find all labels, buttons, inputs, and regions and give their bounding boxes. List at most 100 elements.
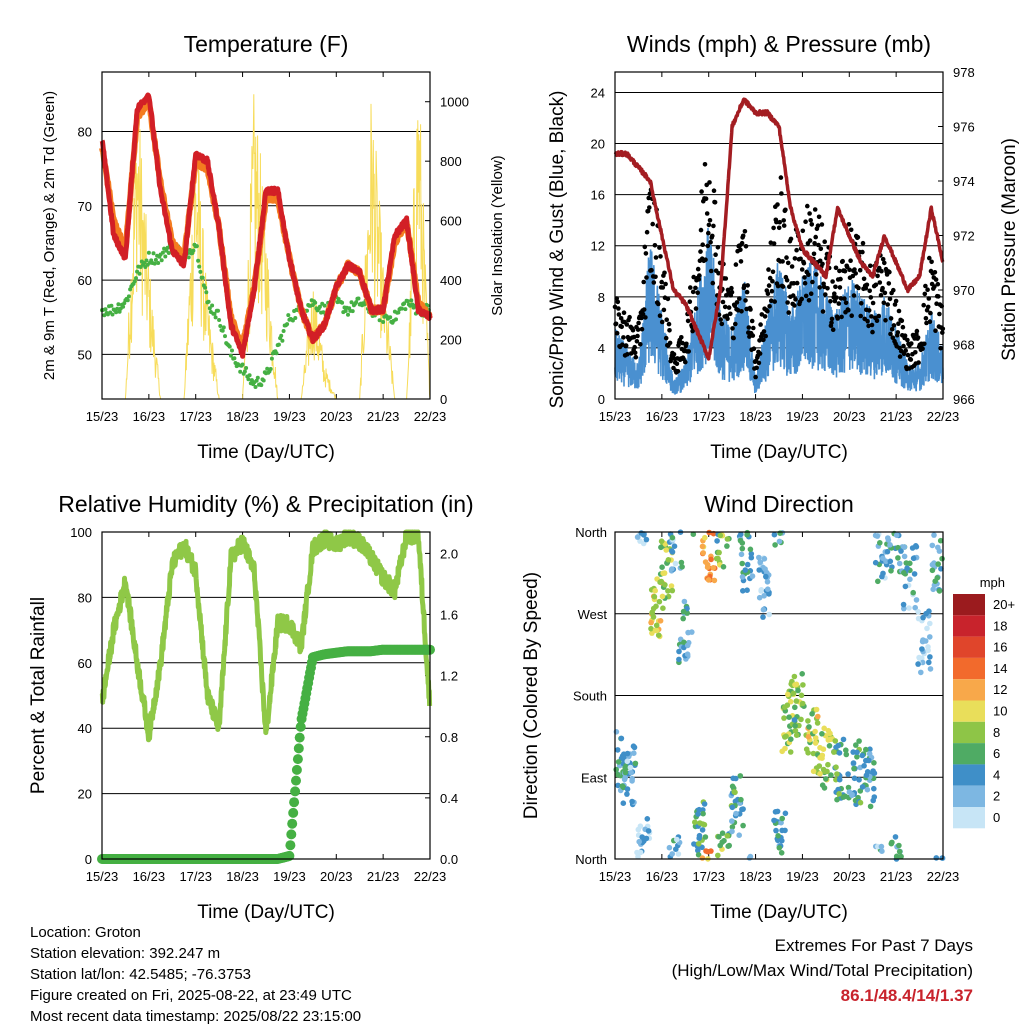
dewpoint-point <box>253 385 258 389</box>
gust-point <box>913 350 918 355</box>
direction-point <box>786 714 792 720</box>
direction-point <box>762 566 768 572</box>
gust-point <box>712 200 718 205</box>
gust-point <box>933 277 939 282</box>
gust-point <box>812 207 818 212</box>
direction-point <box>678 559 685 566</box>
direction-point <box>738 551 745 558</box>
direction-point <box>864 786 871 793</box>
dewpoint-point <box>409 298 414 303</box>
gust-point <box>663 281 668 287</box>
direction-point <box>648 619 654 626</box>
direction-point <box>662 582 668 588</box>
direction-point <box>732 789 738 796</box>
gust-point <box>751 325 756 331</box>
gust-point <box>642 244 648 250</box>
gust-point <box>887 269 892 275</box>
gust-point <box>929 259 934 265</box>
gust-point <box>801 260 807 266</box>
gust-point <box>870 300 876 306</box>
precipitation-point <box>287 818 298 829</box>
dewpoint-point <box>227 344 232 349</box>
gust-point <box>791 281 797 286</box>
dewpoint-point <box>290 318 295 323</box>
legend-swatch <box>953 721 985 744</box>
gust-point <box>740 233 746 239</box>
series-relative-humidity <box>99 529 433 743</box>
direction-point <box>702 559 709 565</box>
gust-point <box>775 283 781 289</box>
direction-point <box>896 560 903 567</box>
series-2m-temperature <box>99 92 433 359</box>
direction-point <box>739 545 746 552</box>
panel-title: Winds (mph) & Pressure (mb) <box>627 31 931 57</box>
direction-point <box>699 855 706 861</box>
direction-point <box>630 743 637 749</box>
gust-point <box>888 316 894 321</box>
panel-2: Relative Humidity (%) & Precipitation (i… <box>28 491 474 923</box>
series-precipitation <box>97 644 435 864</box>
y2-tick-label: 976 <box>953 120 975 135</box>
gust-point <box>616 306 621 311</box>
gust-point <box>766 267 771 272</box>
direction-point <box>740 806 746 812</box>
direction-point <box>821 725 827 732</box>
gust-point <box>750 333 756 338</box>
gust-point <box>630 327 636 333</box>
direction-point <box>834 771 840 777</box>
precipitation-point <box>295 721 306 732</box>
gust-point <box>653 255 659 260</box>
gust-point <box>742 229 748 234</box>
precipitation-point <box>292 754 303 765</box>
gust-point <box>849 313 854 319</box>
gust-point <box>644 275 649 280</box>
gust-point <box>810 279 815 285</box>
dewpoint-point <box>399 306 404 311</box>
y-tick-label: 100 <box>70 525 92 540</box>
y-tick-label: 80 <box>78 124 92 139</box>
gust-point <box>638 342 643 347</box>
gust-point <box>719 321 725 327</box>
dewpoint-point <box>210 303 215 308</box>
direction-point <box>627 764 634 771</box>
direction-point <box>643 835 650 842</box>
gust-point <box>778 175 784 180</box>
gust-point <box>785 300 790 305</box>
x-tick-label: 18/23 <box>739 869 772 884</box>
gust-point <box>839 314 844 320</box>
gust-point <box>738 247 743 253</box>
gust-point <box>809 222 815 227</box>
y-tick-label: North <box>575 852 607 867</box>
gust-point <box>695 266 701 272</box>
y2-tick-label: 1.6 <box>440 608 458 623</box>
direction-point <box>744 587 750 593</box>
dewpoint-point <box>153 257 158 262</box>
gust-point <box>815 223 821 228</box>
dewpoint-point <box>156 261 161 265</box>
direction-point <box>812 740 819 746</box>
direction-point <box>910 589 916 596</box>
gust-point <box>632 350 638 356</box>
gust-point <box>935 281 941 287</box>
direction-point <box>787 698 794 705</box>
direction-point <box>915 609 921 615</box>
direction-point <box>879 848 885 854</box>
gust-point <box>643 315 648 320</box>
gust-point <box>909 341 914 346</box>
gust-point <box>936 294 941 299</box>
direction-point <box>679 564 685 570</box>
gust-point <box>684 341 689 347</box>
direction-point <box>853 742 859 748</box>
panel-title: Relative Humidity (%) & Precipitation (i… <box>58 491 473 517</box>
dewpoint-point <box>405 299 410 304</box>
gust-point <box>893 298 899 304</box>
gust-point <box>882 290 888 296</box>
dewpoint-point <box>381 320 386 324</box>
gust-point <box>748 307 753 312</box>
gust-point <box>629 351 634 356</box>
gust-point <box>770 269 776 275</box>
dewpoint-point <box>322 303 327 308</box>
x-tick-label: 15/23 <box>599 409 632 424</box>
figure-created: Figure created on Fri, 2025-08-22, at 23… <box>30 987 352 1004</box>
gust-point <box>738 259 744 264</box>
